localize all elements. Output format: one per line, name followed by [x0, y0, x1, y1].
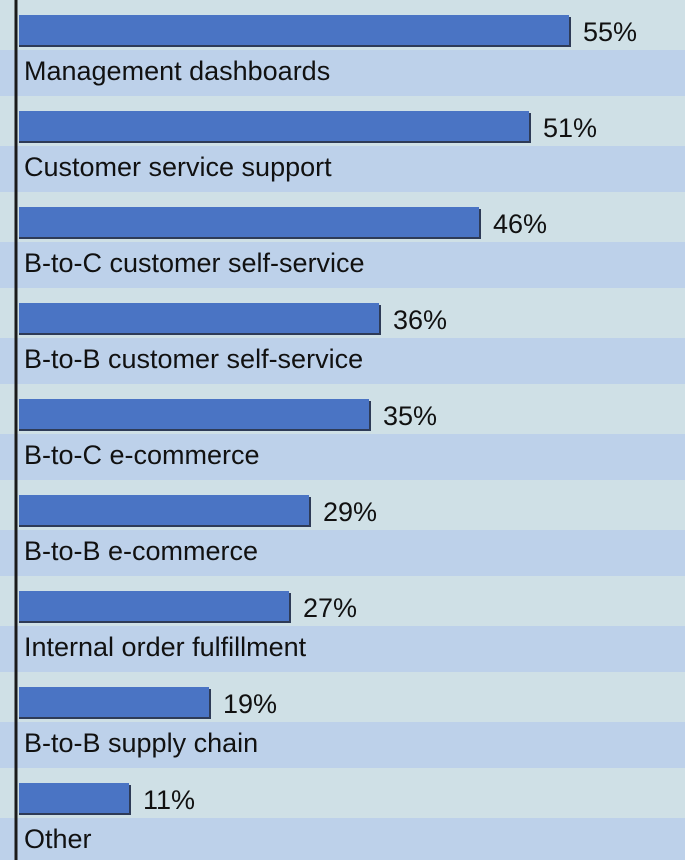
- value-label: 55%: [583, 17, 637, 47]
- category-label: B-to-C e-commerce: [24, 440, 260, 470]
- band-dark: [0, 338, 685, 384]
- bar: [19, 783, 129, 813]
- band-dark: [0, 50, 685, 96]
- bar: [19, 111, 529, 141]
- bar: [19, 303, 379, 333]
- band-dark: [0, 626, 685, 672]
- bar: [19, 687, 209, 717]
- band-dark: [0, 434, 685, 480]
- category-label: Customer service support: [24, 152, 332, 182]
- value-label: 51%: [543, 113, 597, 143]
- value-label: 19%: [223, 689, 277, 719]
- value-label: 35%: [383, 401, 437, 431]
- band-dark: [0, 818, 685, 860]
- value-label: 11%: [143, 785, 195, 815]
- value-label: 36%: [393, 305, 447, 335]
- category-label: B-to-B supply chain: [24, 728, 258, 758]
- category-label: B-to-B customer self-service: [24, 344, 363, 374]
- value-label: 27%: [303, 593, 357, 623]
- category-label: Internal order fulfillment: [24, 632, 307, 662]
- bar: [19, 15, 569, 45]
- value-label: 29%: [323, 497, 377, 527]
- bar: [19, 495, 309, 525]
- category-label: Other: [24, 824, 92, 854]
- band-dark: [0, 146, 685, 192]
- bar: [19, 207, 479, 237]
- category-label: B-to-C customer self-service: [24, 248, 365, 278]
- band-dark: [0, 242, 685, 288]
- value-label: 46%: [493, 209, 547, 239]
- bar: [19, 591, 289, 621]
- category-label: Management dashboards: [24, 56, 330, 86]
- band-dark: [0, 530, 685, 576]
- bars: 55% Management dashboards 51% Customer serv…: [19, 15, 637, 854]
- category-label: B-to-B e-commerce: [24, 536, 258, 566]
- band-dark: [0, 722, 685, 768]
- bar: [19, 399, 369, 429]
